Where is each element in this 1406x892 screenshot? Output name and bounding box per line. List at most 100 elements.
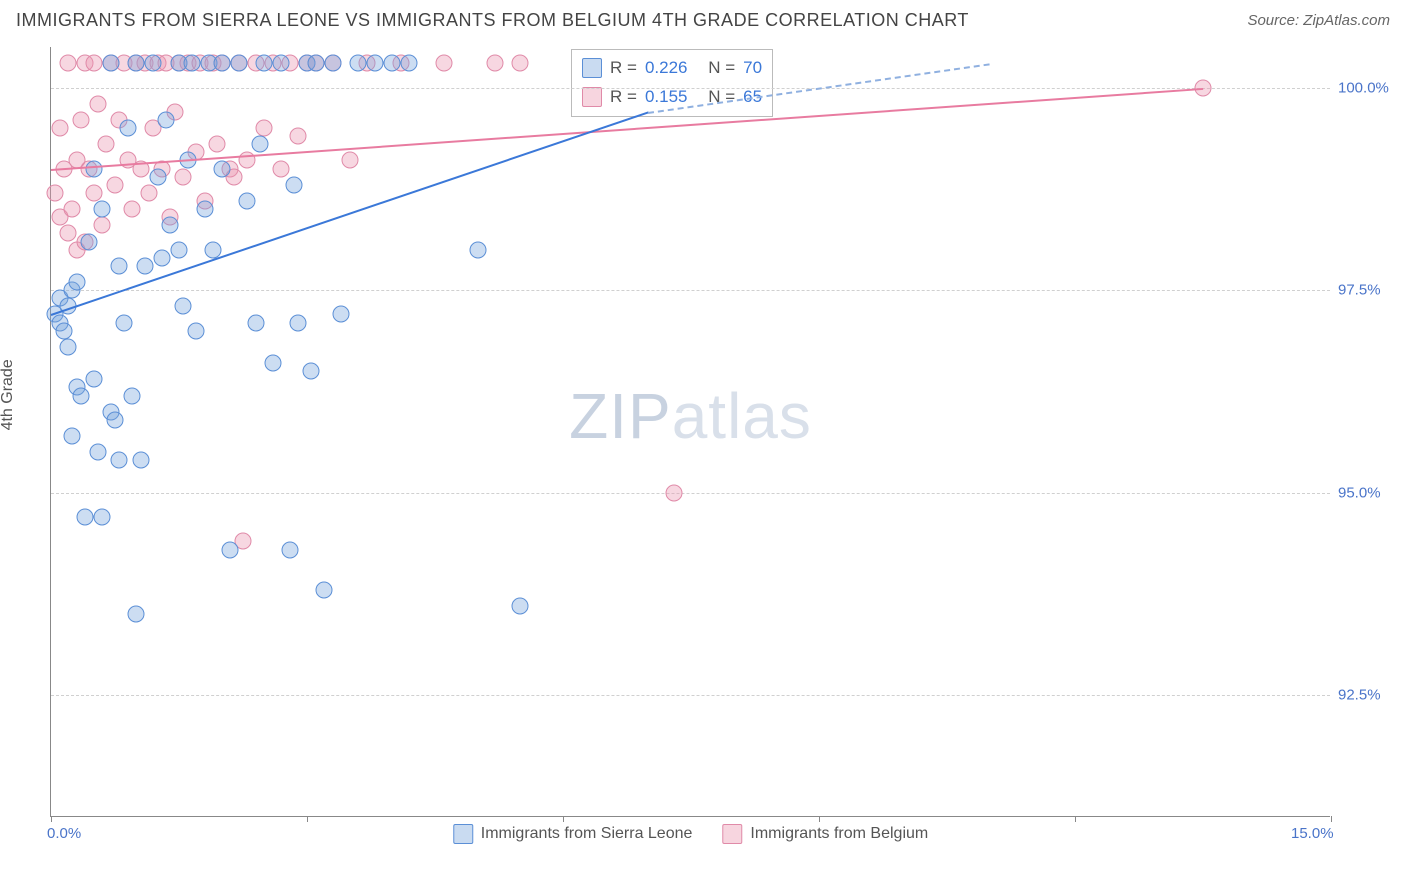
scatter-point: [188, 322, 205, 339]
scatter-point: [324, 55, 341, 72]
x-tick-mark: [1331, 816, 1332, 822]
r-label: R =: [610, 54, 637, 83]
gridline: [51, 88, 1330, 89]
scatter-point: [124, 387, 141, 404]
scatter-point: [72, 387, 89, 404]
scatter-point: [290, 128, 307, 145]
scatter-point: [256, 55, 273, 72]
scatter-point: [264, 355, 281, 372]
scatter-point: [89, 95, 106, 112]
stats-legend-box: R = 0.226 N = 70 R = 0.155 N = 65: [571, 49, 773, 117]
scatter-point: [81, 233, 98, 250]
scatter-point: [401, 55, 418, 72]
trend-line: [51, 112, 649, 317]
scatter-point: [665, 484, 682, 501]
scatter-point: [51, 120, 68, 137]
scatter-point: [435, 55, 452, 72]
gridline: [51, 695, 1330, 696]
stats-row-series1: R = 0.226 N = 70: [582, 54, 762, 83]
scatter-point: [367, 55, 384, 72]
swatch-blue: [582, 58, 602, 78]
scatter-point: [196, 201, 213, 218]
scatter-point: [273, 160, 290, 177]
y-axis-label: 4th Grade: [0, 359, 17, 430]
scatter-point: [94, 509, 111, 526]
scatter-point: [153, 249, 170, 266]
y-tick-label: 95.0%: [1338, 484, 1402, 501]
scatter-point: [171, 241, 188, 258]
scatter-point: [205, 241, 222, 258]
scatter-point: [132, 452, 149, 469]
scatter-point: [247, 314, 264, 331]
scatter-point: [64, 201, 81, 218]
scatter-point: [55, 322, 72, 339]
scatter-point: [85, 160, 102, 177]
scatter-point: [149, 168, 166, 185]
scatter-point: [303, 363, 320, 380]
scatter-point: [213, 55, 230, 72]
scatter-point: [111, 257, 128, 274]
legend-item-series2: Immigrants from Belgium: [722, 824, 928, 844]
scatter-point: [286, 176, 303, 193]
scatter-point: [115, 314, 132, 331]
scatter-point: [486, 55, 503, 72]
chart-container: 4th Grade ZIPatlas R = 0.226 N = 70 R = …: [0, 37, 1406, 877]
gridline: [51, 290, 1330, 291]
scatter-point: [85, 55, 102, 72]
scatter-point: [512, 598, 529, 615]
scatter-point: [341, 152, 358, 169]
x-tick-mark: [307, 816, 308, 822]
scatter-point: [94, 217, 111, 234]
scatter-point: [239, 193, 256, 210]
scatter-point: [145, 55, 162, 72]
gridline: [51, 493, 1330, 494]
scatter-point: [230, 55, 247, 72]
x-tick-mark: [563, 816, 564, 822]
scatter-point: [68, 274, 85, 291]
y-tick-label: 97.5%: [1338, 282, 1402, 299]
scatter-point: [175, 168, 192, 185]
scatter-point: [158, 111, 175, 128]
scatter-point: [281, 541, 298, 558]
scatter-point: [290, 314, 307, 331]
scatter-point: [124, 201, 141, 218]
scatter-point: [94, 201, 111, 218]
scatter-point: [64, 428, 81, 445]
n-label: N =: [708, 54, 735, 83]
scatter-point: [316, 582, 333, 599]
scatter-point: [85, 371, 102, 388]
x-tick-label: 0.0%: [47, 825, 81, 842]
scatter-point: [141, 184, 158, 201]
swatch-pink: [722, 824, 742, 844]
scatter-point: [102, 55, 119, 72]
scatter-point: [469, 241, 486, 258]
scatter-point: [119, 120, 136, 137]
scatter-point: [256, 120, 273, 137]
scatter-point: [111, 452, 128, 469]
scatter-point: [384, 55, 401, 72]
source-attribution: Source: ZipAtlas.com: [1247, 12, 1390, 29]
scatter-point: [60, 225, 77, 242]
scatter-point: [85, 184, 102, 201]
scatter-point: [60, 55, 77, 72]
scatter-point: [307, 55, 324, 72]
scatter-point: [72, 111, 89, 128]
x-tick-mark: [1075, 816, 1076, 822]
legend-item-series1: Immigrants from Sierra Leone: [453, 824, 693, 844]
r-value: 0.226: [645, 54, 688, 83]
scatter-point: [175, 298, 192, 315]
scatter-point: [77, 509, 94, 526]
swatch-blue: [453, 824, 473, 844]
scatter-point: [183, 55, 200, 72]
scatter-point: [107, 411, 124, 428]
scatter-point: [136, 257, 153, 274]
y-tick-label: 92.5%: [1338, 687, 1402, 704]
scatter-point: [162, 217, 179, 234]
scatter-point: [213, 160, 230, 177]
scatter-point: [128, 55, 145, 72]
watermark: ZIPatlas: [569, 379, 812, 453]
scatter-point: [47, 184, 64, 201]
scatter-point: [512, 55, 529, 72]
legend-label: Immigrants from Belgium: [750, 825, 928, 843]
x-tick-label: 15.0%: [1291, 825, 1334, 842]
